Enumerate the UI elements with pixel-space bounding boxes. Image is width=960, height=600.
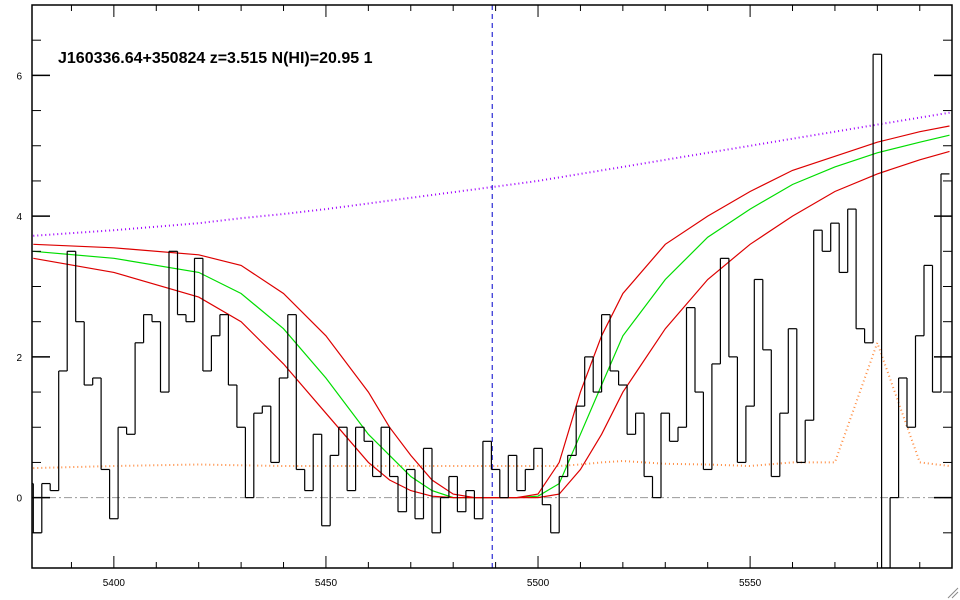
y-tick-label: 6 <box>16 71 22 82</box>
x-tick-label: 5550 <box>739 578 762 589</box>
x-tick-label: 5450 <box>315 578 338 589</box>
chart-title: J160336.64+350824 z=3.515 N(HI)=20.95 1 <box>58 50 373 67</box>
x-tick-label: 5400 <box>103 578 126 589</box>
y-tick-label: 0 <box>16 494 22 505</box>
x-tick-label: 5500 <box>527 578 550 589</box>
resize-grip <box>947 587 959 599</box>
model-line <box>33 150 950 499</box>
y-tick-label: 4 <box>16 212 22 223</box>
y-tick-label: 2 <box>16 353 22 364</box>
flux-risers <box>32 54 942 568</box>
model-line <box>33 339 950 470</box>
